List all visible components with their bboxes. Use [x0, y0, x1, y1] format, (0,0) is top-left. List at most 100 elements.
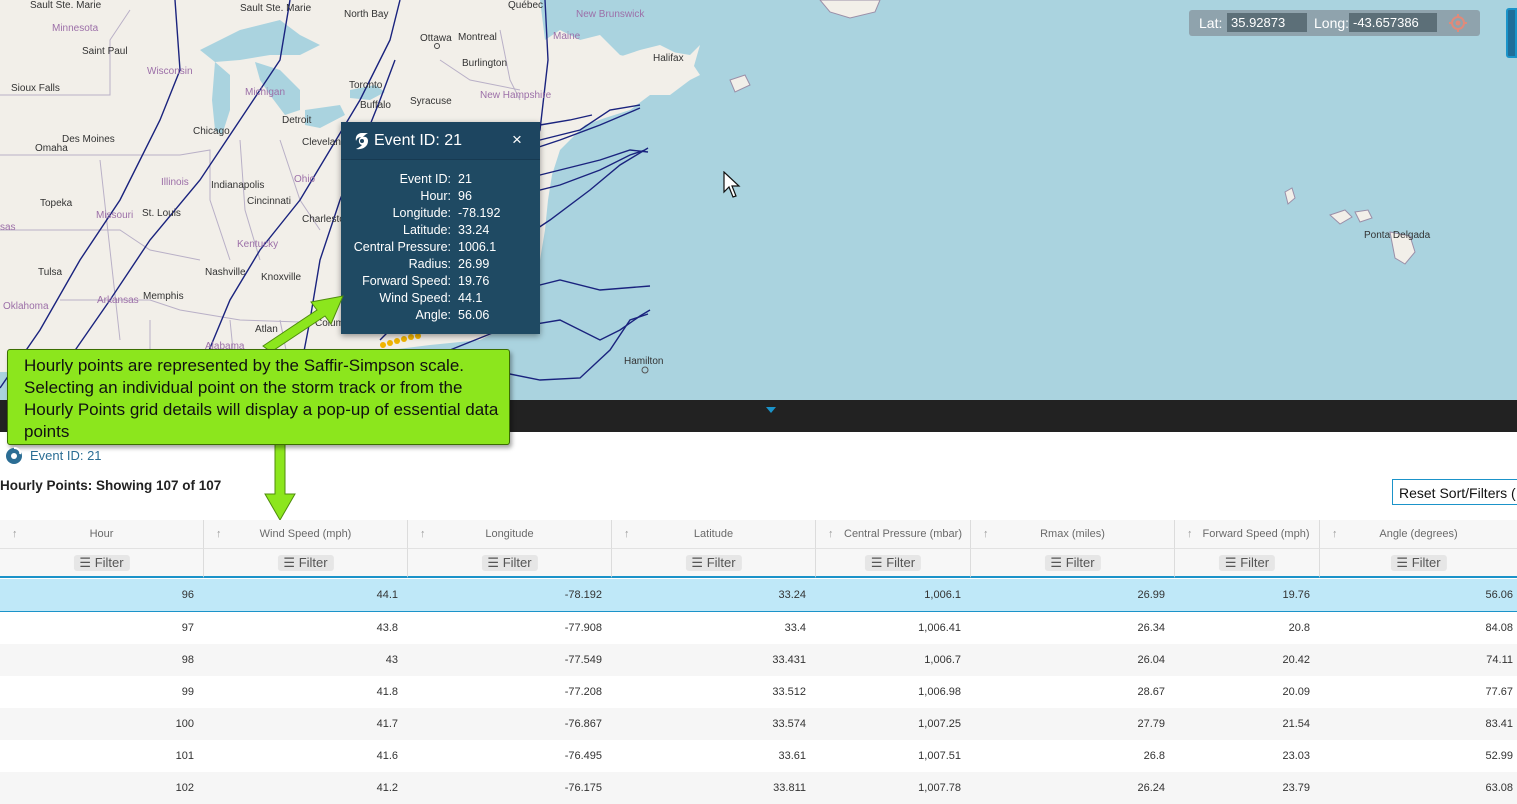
- cell-forward-speed: 21.54: [1282, 718, 1310, 730]
- filter-cell: ☰ Filter: [1175, 549, 1320, 578]
- column-title: Longitude: [485, 528, 534, 540]
- map-label: Oklahoma: [3, 301, 49, 312]
- filter-button[interactable]: ☰ Filter: [73, 555, 130, 571]
- sort-arrow-icon[interactable]: ↑: [624, 528, 630, 540]
- filter-cell: ☰ Filter: [0, 549, 204, 578]
- map-label: Sault Ste. Marie: [30, 0, 102, 11]
- table-row[interactable]: 100 41.7 -76.867 33.574 1,007.25 27.79 2…: [0, 708, 1517, 740]
- callout-arrow-up-icon: [262, 295, 344, 352]
- filter-button[interactable]: ☰ Filter: [481, 555, 538, 571]
- cell-forward-speed: 20.42: [1282, 654, 1310, 666]
- map-label: Halifax: [653, 53, 684, 64]
- table-row[interactable]: 101 41.6 -76.495 33.61 1,007.51 26.8 23.…: [0, 740, 1517, 772]
- table-row[interactable]: 102 41.2 -76.175 33.811 1,007.78 26.24 2…: [0, 772, 1517, 804]
- table-row[interactable]: 98 43 -77.549 33.431 1,006.7 26.04 20.42…: [0, 644, 1517, 676]
- map-view[interactable]: Sault Ste. Marie Sault Ste. Marie North …: [0, 0, 1517, 400]
- cell-longitude: -77.549: [564, 654, 602, 666]
- popup-field-key: Longitude:: [392, 206, 451, 220]
- table-row[interactable]: 97 43.8 -77.908 33.4 1,006.41 26.34 20.8…: [0, 612, 1517, 644]
- column-header-latitude[interactable]: ↑ Latitude: [612, 520, 816, 549]
- popup-field-value: 44.1: [458, 291, 483, 305]
- column-header-angle[interactable]: ↑ Angle (degrees): [1320, 520, 1517, 549]
- filter-button[interactable]: ☰ Filter: [864, 555, 922, 571]
- map-label: Tulsa: [38, 267, 63, 278]
- cell-rmax: 26.24: [1137, 782, 1165, 794]
- table-row[interactable]: 99 41.8 -77.208 33.512 1,006.98 28.67 20…: [0, 676, 1517, 708]
- filter-label: Filter: [1065, 555, 1095, 570]
- cell-central-pressure: 1,007.78: [918, 782, 961, 794]
- coordinate-readout: Lat: 35.92873 Long: -43.657386: [1189, 10, 1480, 36]
- sort-arrow-icon[interactable]: ↑: [1187, 528, 1193, 540]
- hurricane-icon: [353, 131, 371, 156]
- column-header-wind-speed[interactable]: ↑ Wind Speed (mph): [204, 520, 408, 549]
- reset-sort-filters-button[interactable]: Reset Sort/Filters (: [1392, 479, 1517, 505]
- map-label: Québec: [508, 0, 544, 11]
- map-label: Arkansas: [97, 295, 139, 306]
- map-label: New Hampshire: [480, 90, 552, 101]
- filter-cell: ☰ Filter: [204, 549, 408, 578]
- filter-button[interactable]: ☰ Filter: [1390, 555, 1447, 571]
- cell-hour: 100: [175, 718, 194, 730]
- map-label: Minnesota: [52, 23, 99, 34]
- column-title: Hour: [89, 528, 114, 540]
- cell-hour: 101: [175, 750, 194, 762]
- cell-wind-speed: 41.7: [376, 718, 398, 730]
- locate-icon[interactable]: [1448, 13, 1468, 33]
- column-header-longitude[interactable]: ↑ Longitude: [408, 520, 612, 549]
- popup-field-value: 1006.1: [458, 240, 497, 254]
- table-row[interactable]: 96 44.1 -78.192 33.24 1,006.1 26.99 19.7…: [0, 579, 1517, 612]
- sort-arrow-icon[interactable]: ↑: [828, 528, 834, 540]
- map-side-panel-toggle[interactable]: [1506, 8, 1517, 58]
- cell-central-pressure: 1,006.98: [918, 686, 961, 698]
- sort-arrow-icon[interactable]: ↑: [216, 528, 222, 540]
- column-header-central-pressure[interactable]: ↑ Central Pressure (mbar): [816, 520, 971, 549]
- map-label: Burlington: [462, 58, 508, 69]
- long-value: -43.657386: [1349, 13, 1437, 32]
- cell-longitude: -76.495: [564, 750, 602, 762]
- map-label: Memphis: [143, 291, 184, 302]
- callout-arrow-down-icon: [264, 444, 296, 522]
- map-label: sas: [0, 222, 16, 233]
- popup-field-key: Radius:: [408, 257, 451, 271]
- popup-field-key: Event ID:: [399, 172, 451, 186]
- column-header-hour[interactable]: ↑ Hour: [0, 520, 204, 549]
- cell-longitude: -77.908: [564, 622, 602, 634]
- popup-field-angle: Angle: 56.06: [341, 308, 540, 325]
- filter-label: Filter: [94, 555, 124, 570]
- cell-forward-speed: 19.76: [1282, 589, 1310, 601]
- popup-close-button[interactable]: ×: [512, 130, 522, 149]
- sort-arrow-icon[interactable]: ↑: [983, 528, 989, 540]
- cell-angle: 84.08: [1485, 622, 1513, 634]
- cell-longitude: -76.867: [564, 718, 602, 730]
- filter-label: Filter: [298, 555, 328, 570]
- sort-arrow-icon[interactable]: ↑: [420, 528, 426, 540]
- filter-cell: ☰ Filter: [408, 549, 612, 578]
- popup-field-radius: Radius: 26.99: [341, 257, 540, 274]
- column-header-rmax[interactable]: ↑ Rmax (miles): [971, 520, 1175, 549]
- popup-field-value: 96: [458, 189, 472, 203]
- map-label: Buffalo: [360, 100, 391, 111]
- filter-button[interactable]: ☰ Filter: [685, 555, 742, 571]
- filter-button[interactable]: ☰ Filter: [1218, 555, 1276, 571]
- sort-arrow-icon[interactable]: ↑: [1332, 528, 1338, 540]
- filter-label: Filter: [706, 555, 736, 570]
- hurricane-icon: [6, 447, 22, 464]
- filter-button[interactable]: ☰ Filter: [1044, 555, 1101, 571]
- sort-arrow-icon[interactable]: ↑: [12, 528, 18, 540]
- cell-wind-speed: 43.8: [376, 622, 398, 634]
- cell-wind-speed: 44.1: [376, 589, 398, 601]
- filter-label: Filter: [1240, 555, 1270, 570]
- map-label: Detroit: [282, 115, 312, 126]
- cell-longitude: -78.192: [564, 589, 602, 601]
- column-header-forward-speed[interactable]: ↑ Forward Speed (mph): [1175, 520, 1320, 549]
- cell-latitude: 33.4: [784, 622, 806, 634]
- map-label: Colum: [315, 318, 344, 329]
- filter-button[interactable]: ☰ Filter: [277, 555, 334, 571]
- map-label: St. Louis: [142, 208, 181, 219]
- popup-field-wind-speed: Wind Speed: 44.1: [341, 291, 540, 308]
- popup-field-key: Latitude:: [403, 223, 451, 237]
- cell-latitude: 33.574: [772, 718, 806, 730]
- collapse-caret-icon[interactable]: [766, 407, 776, 413]
- filter-label: Filter: [502, 555, 532, 570]
- long-label: Long:: [1314, 15, 1350, 31]
